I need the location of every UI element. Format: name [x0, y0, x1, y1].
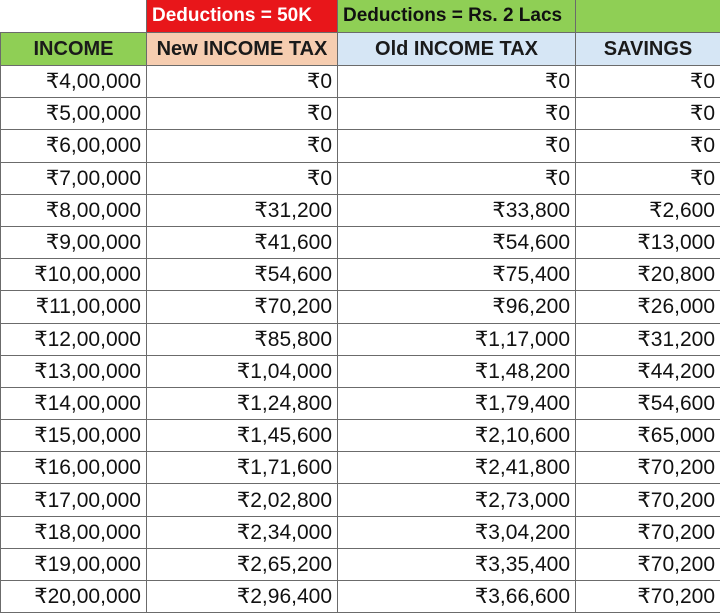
new-tax-cell: ₹2,96,400 [146, 579, 338, 614]
old-tax-cell: ₹3,04,200 [337, 515, 576, 549]
savings-cell: ₹65,000 [575, 419, 720, 453]
old-tax-cell: ₹1,17,000 [337, 322, 576, 356]
savings-cell: ₹26,000 [575, 290, 720, 324]
table-row: ₹4,00,000 ₹0 ₹0 ₹0 [0, 64, 720, 99]
table-row: ₹5,00,000 ₹0 ₹0 ₹0 [0, 97, 720, 131]
savings-cell: ₹0 [575, 97, 720, 131]
old-deductions-label: Deductions = Rs. 2 Lacs [337, 0, 576, 33]
old-tax-cell: ₹0 [337, 64, 576, 99]
income-cell: ₹17,00,000 [0, 483, 147, 517]
new-tax-cell: ₹2,65,200 [146, 547, 338, 582]
table-row: ₹11,00,000 ₹70,200 ₹96,200 ₹26,000 [0, 290, 720, 324]
table-row: ₹10,00,000 ₹54,600 ₹75,400 ₹20,800 [0, 258, 720, 292]
savings-cell: ₹13,000 [575, 225, 720, 260]
old-tax-cell: ₹3,35,400 [337, 547, 576, 582]
savings-cell: ₹2,600 [575, 193, 720, 227]
income-cell: ₹15,00,000 [0, 419, 147, 453]
old-tax-cell: ₹0 [337, 161, 576, 195]
savings-cell: ₹0 [575, 64, 720, 99]
header-row: INCOME New INCOME TAX Old INCOME TAX SAV… [0, 32, 720, 66]
table-row: ₹8,00,000 ₹31,200 ₹33,800 ₹2,600 [0, 193, 720, 227]
empty-cell [0, 0, 147, 33]
new-tax-cell: ₹70,200 [146, 290, 338, 324]
income-cell: ₹19,00,000 [0, 547, 147, 582]
old-tax-cell: ₹0 [337, 129, 576, 163]
old-tax-cell: ₹33,800 [337, 193, 576, 227]
new-tax-cell: ₹0 [146, 129, 338, 163]
income-header: INCOME [0, 32, 147, 66]
savings-cell: ₹20,800 [575, 258, 720, 292]
income-cell: ₹12,00,000 [0, 322, 147, 356]
income-cell: ₹14,00,000 [0, 386, 147, 421]
savings-cell: ₹70,200 [575, 579, 720, 614]
savings-cell: ₹0 [575, 129, 720, 163]
table-row: ₹7,00,000 ₹0 ₹0 ₹0 [0, 161, 720, 195]
table-row: ₹9,00,000 ₹41,600 ₹54,600 ₹13,000 [0, 225, 720, 260]
income-cell: ₹7,00,000 [0, 161, 147, 195]
new-tax-cell: ₹31,200 [146, 193, 338, 227]
table-row: ₹14,00,000 ₹1,24,800 ₹1,79,400 ₹54,600 [0, 386, 720, 421]
table-row: ₹12,00,000 ₹85,800 ₹1,17,000 ₹31,200 [0, 322, 720, 356]
new-tax-cell: ₹1,45,600 [146, 419, 338, 453]
income-cell: ₹20,00,000 [0, 579, 147, 614]
income-cell: ₹18,00,000 [0, 515, 147, 549]
old-tax-header: Old INCOME TAX [337, 32, 576, 66]
savings-cell: ₹44,200 [575, 354, 720, 388]
new-tax-cell: ₹54,600 [146, 258, 338, 292]
income-cell: ₹5,00,000 [0, 97, 147, 131]
new-tax-cell: ₹1,04,000 [146, 354, 338, 388]
table-row: ₹13,00,000 ₹1,04,000 ₹1,48,200 ₹44,200 [0, 354, 720, 388]
table-row: ₹16,00,000 ₹1,71,600 ₹2,41,800 ₹70,200 [0, 451, 720, 485]
new-deductions-label: Deductions = 50K [146, 0, 338, 33]
old-tax-cell: ₹96,200 [337, 290, 576, 324]
new-tax-cell: ₹1,71,600 [146, 451, 338, 485]
savings-cell: ₹70,200 [575, 515, 720, 549]
income-cell: ₹10,00,000 [0, 258, 147, 292]
savings-cell: ₹54,600 [575, 386, 720, 421]
new-tax-cell: ₹0 [146, 97, 338, 131]
table-row: ₹17,00,000 ₹2,02,800 ₹2,73,000 ₹70,200 [0, 483, 720, 517]
income-cell: ₹11,00,000 [0, 290, 147, 324]
new-tax-cell: ₹85,800 [146, 322, 338, 356]
new-tax-cell: ₹2,34,000 [146, 515, 338, 549]
income-cell: ₹13,00,000 [0, 354, 147, 388]
table-row: ₹18,00,000 ₹2,34,000 ₹3,04,200 ₹70,200 [0, 515, 720, 549]
old-tax-cell: ₹54,600 [337, 225, 576, 260]
old-tax-cell: ₹3,66,600 [337, 579, 576, 614]
savings-header: SAVINGS [575, 32, 720, 66]
savings-cell: ₹0 [575, 161, 720, 195]
old-tax-cell: ₹2,10,600 [337, 419, 576, 453]
income-cell: ₹9,00,000 [0, 225, 147, 260]
deductions-row: Deductions = 50K Deductions = Rs. 2 Lacs [0, 0, 720, 33]
income-cell: ₹8,00,000 [0, 193, 147, 227]
old-tax-cell: ₹0 [337, 97, 576, 131]
empty-green-cell [575, 0, 720, 33]
table-row: ₹20,00,000 ₹2,96,400 ₹3,66,600 ₹70,200 [0, 579, 720, 614]
income-cell: ₹16,00,000 [0, 451, 147, 485]
old-tax-cell: ₹1,48,200 [337, 354, 576, 388]
old-tax-cell: ₹75,400 [337, 258, 576, 292]
table-row: ₹19,00,000 ₹2,65,200 ₹3,35,400 ₹70,200 [0, 547, 720, 582]
table-row: ₹15,00,000 ₹1,45,600 ₹2,10,600 ₹65,000 [0, 419, 720, 453]
table-row: ₹6,00,000 ₹0 ₹0 ₹0 [0, 129, 720, 163]
old-tax-cell: ₹1,79,400 [337, 386, 576, 421]
new-tax-header: New INCOME TAX [146, 32, 338, 66]
old-tax-cell: ₹2,73,000 [337, 483, 576, 517]
new-tax-cell: ₹41,600 [146, 225, 338, 260]
new-tax-cell: ₹0 [146, 64, 338, 99]
old-tax-cell: ₹2,41,800 [337, 451, 576, 485]
new-tax-cell: ₹1,24,800 [146, 386, 338, 421]
new-tax-cell: ₹2,02,800 [146, 483, 338, 517]
income-cell: ₹6,00,000 [0, 129, 147, 163]
savings-cell: ₹70,200 [575, 451, 720, 485]
savings-cell: ₹31,200 [575, 322, 720, 356]
savings-cell: ₹70,200 [575, 547, 720, 582]
savings-cell: ₹70,200 [575, 483, 720, 517]
new-tax-cell: ₹0 [146, 161, 338, 195]
income-cell: ₹4,00,000 [0, 64, 147, 99]
